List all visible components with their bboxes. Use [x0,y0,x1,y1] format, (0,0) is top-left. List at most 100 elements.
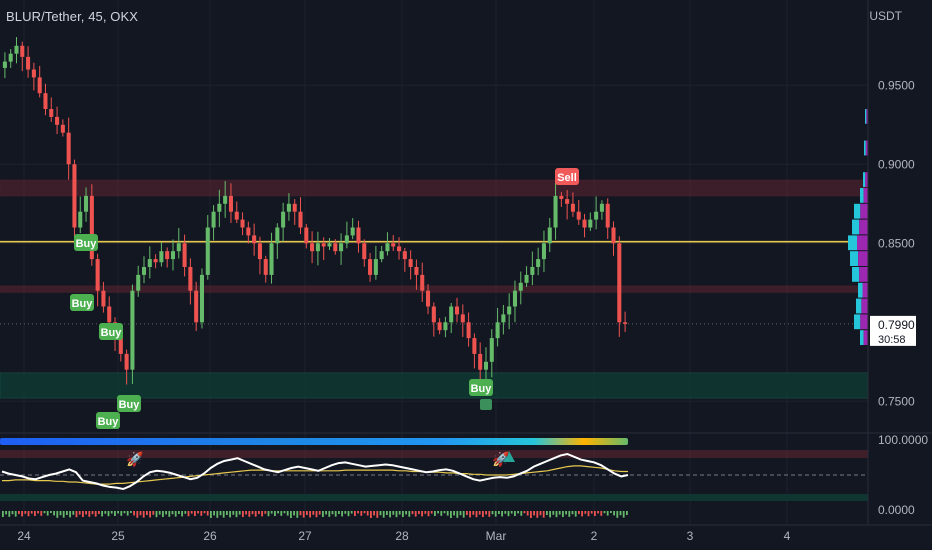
buy-signal-label: Buy [101,327,123,339]
volume-tick [619,511,622,516]
candle-body [205,227,210,275]
volume-tick [360,511,363,516]
volume-tick [245,511,247,515]
buy-signal-badge [96,412,120,429]
volume-tick [472,511,475,515]
volume-tick [482,511,484,517]
current-price-label: 0.7990 [878,318,915,332]
volume-tick [318,511,321,515]
volume-tick [152,511,155,515]
volume-tick [53,511,55,516]
volume-profile-bar [863,188,868,203]
volume-tick [475,511,478,518]
candle-body [194,290,199,323]
volume-tick [466,511,468,515]
volume-profile-bar [859,219,868,235]
candle-body [582,219,587,228]
candle-body [565,199,570,204]
candle-body [478,353,483,370]
volume-tick [142,511,145,518]
candle-body [136,274,141,291]
volume-tick [8,511,11,517]
volume-tick [616,511,619,518]
candle-body [118,338,123,354]
volume-tick [456,511,459,518]
candle-body [159,251,164,263]
candle-body [130,290,135,370]
volume-tick [222,511,225,518]
candle-body [298,211,303,228]
symbol-title[interactable]: BLUR/Tether, 45, OKX [6,9,139,24]
volume-tick [50,511,52,513]
volume-tick [59,511,62,516]
candle-body [84,195,89,212]
volume-tick [309,511,311,518]
volume-tick [526,511,529,516]
volume-tick [194,511,196,516]
volume-tick [594,511,596,516]
time-axis-label: 4 [784,529,791,543]
volume-tick [261,511,263,517]
volume-profile-bar [852,219,860,235]
volume-tick [56,511,59,518]
volume-tick [494,511,497,517]
volume-tick [82,511,84,517]
candle-body [373,259,378,275]
volume-profile-bar [865,109,867,124]
buy-signal-label: Buy [98,416,120,428]
volume-tick [478,511,481,515]
volume-tick [126,511,129,516]
volume-tick [98,511,100,514]
candle-body [107,306,112,323]
volume-tick [18,511,20,514]
candle-body [223,195,228,204]
volume-tick [366,511,369,516]
oscillator-axis-label: 100.0000 [878,433,928,447]
volume-tick [91,511,94,515]
signal-markers: Buy Buy Buy Buy Buy Buy Sell [70,168,579,429]
volume-tick [101,511,103,517]
volume-tick [565,511,567,515]
volume-profile [848,109,868,345]
volume-tick [117,511,119,514]
volume-tick [184,511,187,514]
support-zone [0,372,869,399]
volume-tick [578,511,580,514]
volume-tick [174,511,177,517]
candle-body [605,203,610,228]
volume-tick [469,511,471,518]
volume-tick [395,511,398,518]
volume-tick [213,511,215,516]
trend-strength-bar [0,438,628,445]
volume-tick [168,511,171,517]
volume-tick [558,511,561,515]
candle-body [339,243,344,252]
candle-body [599,203,604,212]
volume-tick [37,511,39,514]
candle-body [66,132,71,165]
volume-tick [350,511,353,514]
volume-tick [491,511,494,515]
candle-body [466,322,471,339]
volume-tick [251,511,254,515]
oscillator-axis-label: 0.0000 [878,503,915,517]
volume-tick [206,511,209,516]
volume-tick [14,511,17,517]
volume-tick [462,511,465,518]
candle-body [402,251,407,260]
candle-body [37,77,42,94]
time-axis-label: 2 [591,529,598,543]
volume-tick [104,511,107,514]
volume-tick [75,511,78,518]
volume-tick [539,511,542,516]
candle-body [124,353,129,370]
candle-body [443,322,448,331]
bar-countdown-label: 30:58 [878,334,906,346]
candlestick-series [2,37,628,385]
volume-tick [146,511,148,515]
volume-tick [62,511,65,518]
volume-profile-bar [858,282,863,298]
volume-tick [517,511,519,514]
